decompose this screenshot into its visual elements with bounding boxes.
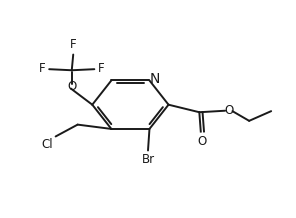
- Text: Br: Br: [141, 153, 155, 166]
- Text: O: O: [224, 104, 233, 117]
- Text: N: N: [149, 72, 160, 86]
- Text: O: O: [67, 80, 76, 93]
- Text: F: F: [98, 62, 105, 75]
- Text: F: F: [70, 38, 77, 51]
- Text: F: F: [39, 62, 45, 75]
- Text: Cl: Cl: [42, 138, 53, 151]
- Text: O: O: [198, 135, 207, 148]
